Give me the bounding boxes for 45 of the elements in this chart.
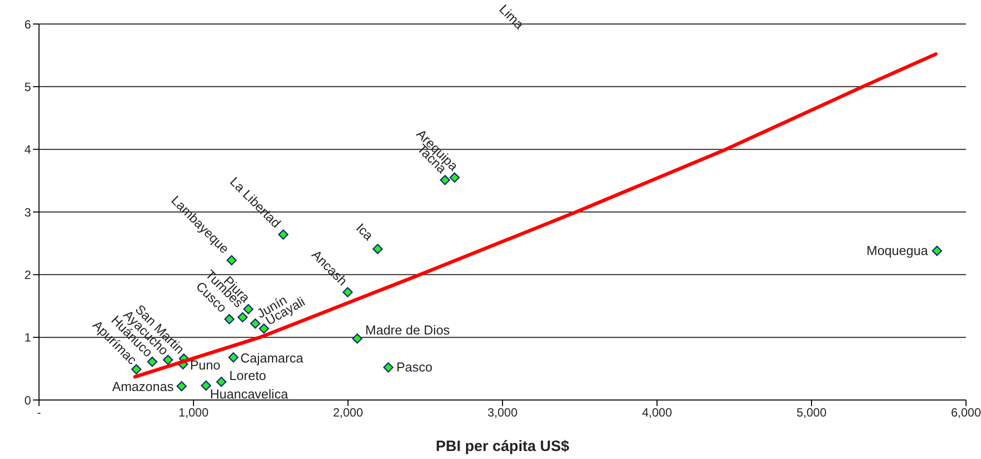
annotation: Moquegua — [866, 242, 929, 258]
point — [226, 255, 237, 266]
annotation: Madre de Dios — [365, 322, 450, 338]
y-tick-label: 1 — [24, 330, 32, 345]
point — [216, 376, 226, 387]
point — [342, 287, 353, 298]
annotation: Ica — [353, 220, 377, 244]
point — [131, 364, 142, 374]
point — [228, 352, 238, 362]
point — [352, 333, 362, 344]
annotation: Huancavelica — [210, 386, 289, 402]
y-tick-label: 3 — [24, 205, 32, 220]
annotation: Puno — [190, 357, 220, 372]
x-tick-label: - — [37, 406, 41, 420]
x-tick-label: 5,000 — [796, 406, 827, 420]
point — [200, 380, 212, 391]
y-tick-label: 2 — [24, 268, 32, 282]
point — [258, 323, 270, 334]
annotation: Loreto — [229, 368, 266, 383]
x-tick-label: 4,000 — [642, 406, 672, 420]
x-tick-label: 2,000 — [332, 406, 364, 420]
y-tick-label: 6 — [24, 17, 32, 32]
annotation: Pasco — [396, 359, 432, 374]
point — [278, 229, 288, 240]
x-tick-label: 6,000 — [950, 406, 981, 420]
y-tick-label: 0 — [24, 393, 32, 408]
annotation: Cajamarca — [240, 350, 304, 366]
point — [932, 246, 942, 256]
point — [450, 172, 460, 183]
x-tick-label: 3,000 — [487, 406, 518, 420]
point — [176, 381, 187, 392]
point — [383, 362, 394, 373]
point — [162, 354, 174, 365]
point — [250, 318, 260, 329]
y-tick-label: 4 — [24, 142, 32, 157]
point — [243, 304, 254, 314]
point — [224, 314, 234, 324]
y-tick-label: 5 — [24, 80, 32, 94]
annotation: Amazonas — [112, 379, 174, 394]
point — [147, 356, 158, 367]
x-tick-label: 1,000 — [178, 406, 209, 420]
point — [238, 312, 248, 322]
point — [372, 244, 383, 254]
point — [440, 174, 450, 186]
x-axis-title: PBI per cápita US$ — [436, 438, 570, 455]
